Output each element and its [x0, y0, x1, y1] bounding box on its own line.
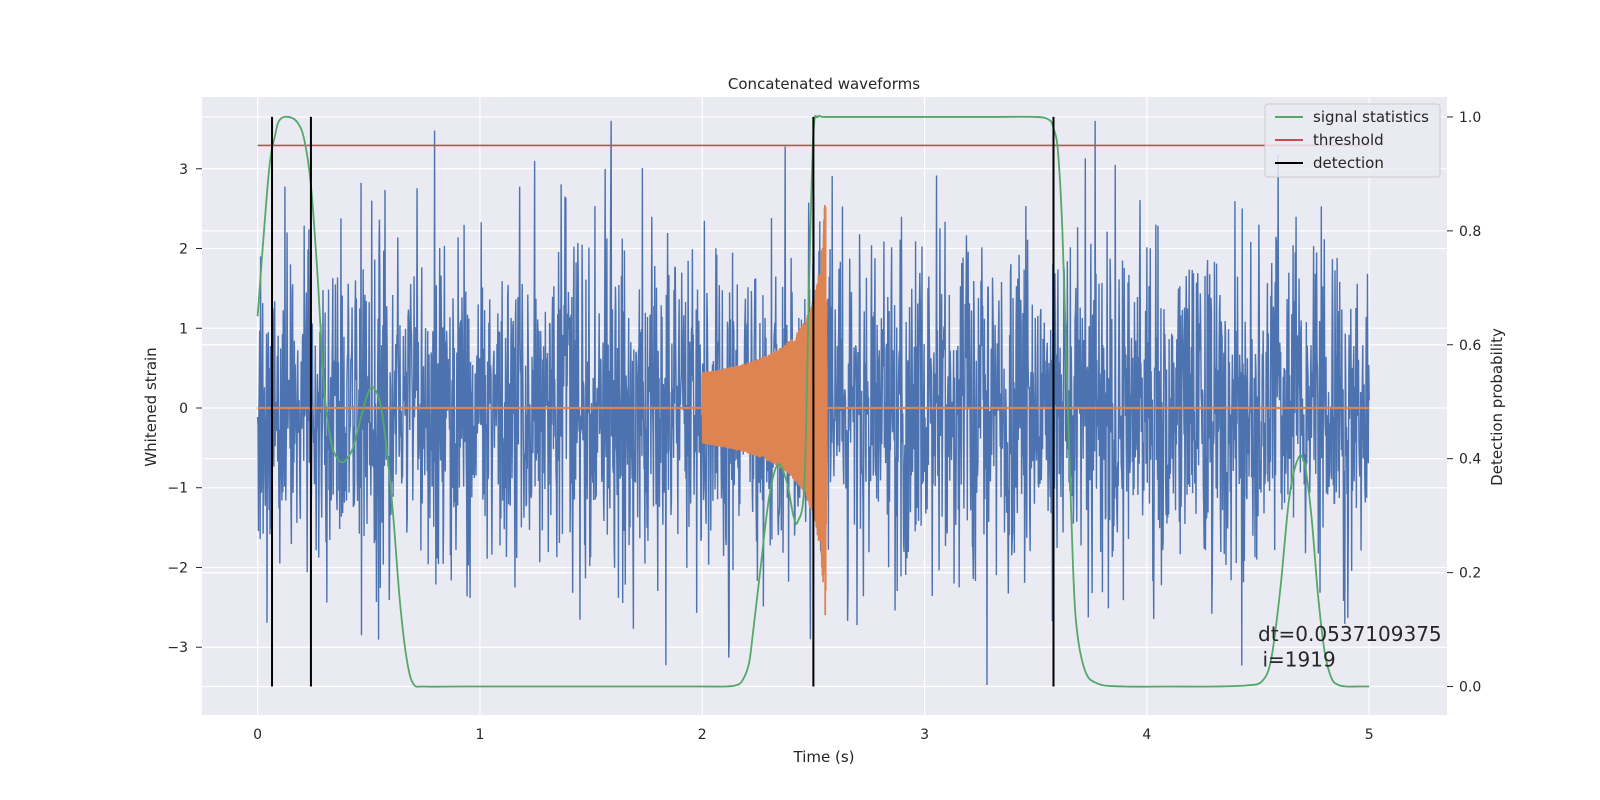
x-tick-label: 0 — [253, 727, 262, 743]
y-axis-label: Whitened strain — [142, 347, 160, 466]
detection-series — [271, 116, 1055, 687]
y-tick-label: −1 — [167, 481, 188, 497]
legend-box — [1264, 103, 1441, 178]
y-right-tick-label: 0.2 — [1459, 566, 1481, 582]
y-right-tick-label: 0.0 — [1459, 680, 1481, 696]
x-tick-label: 4 — [1142, 727, 1151, 743]
plot-area — [256, 114, 1370, 688]
legend-label-detection: detection — [1313, 154, 1384, 172]
y-tick-label: 1 — [179, 321, 188, 337]
y-tick-label: 3 — [179, 162, 188, 178]
y-right-tick-label: 1.0 — [1459, 110, 1481, 126]
legend-label-threshold: threshold — [1313, 131, 1384, 149]
annotation-dt: dt=0.0537109375 — [1258, 622, 1442, 646]
y-axis-ticks: −3 −2 −1 0 1 2 3 — [167, 162, 202, 656]
chart-title: Concatenated waveforms — [728, 75, 920, 93]
y-tick-label: −2 — [167, 560, 188, 576]
y-right-axis-label: Detection probability — [1488, 328, 1506, 486]
x-tick-label: 3 — [920, 727, 929, 743]
y-tick-label: 2 — [179, 242, 188, 258]
x-tick-label: 2 — [698, 727, 707, 743]
legend: signal statistics threshold detection — [1264, 103, 1441, 178]
y-tick-label: −3 — [167, 640, 188, 656]
template-chirp-series — [701, 204, 828, 616]
x-tick-label: 5 — [1365, 727, 1374, 743]
y-right-tick-label: 0.8 — [1459, 224, 1481, 240]
signal-statistics-series — [256, 114, 1370, 688]
annotation-index: i=1919 — [1262, 648, 1335, 672]
y-right-axis-ticks: 0.0 0.2 0.4 0.6 0.8 1.0 — [1447, 110, 1481, 696]
x-axis-ticks: 0 1 2 3 4 5 — [253, 727, 1374, 743]
y-right-tick-label: 0.4 — [1459, 452, 1481, 468]
legend-label-signal-statistics: signal statistics — [1313, 108, 1429, 126]
y-tick-label: 0 — [179, 401, 188, 417]
x-axis-label: Time (s) — [793, 748, 855, 766]
x-tick-label: 1 — [475, 727, 484, 743]
y-right-tick-label: 0.6 — [1459, 338, 1481, 354]
